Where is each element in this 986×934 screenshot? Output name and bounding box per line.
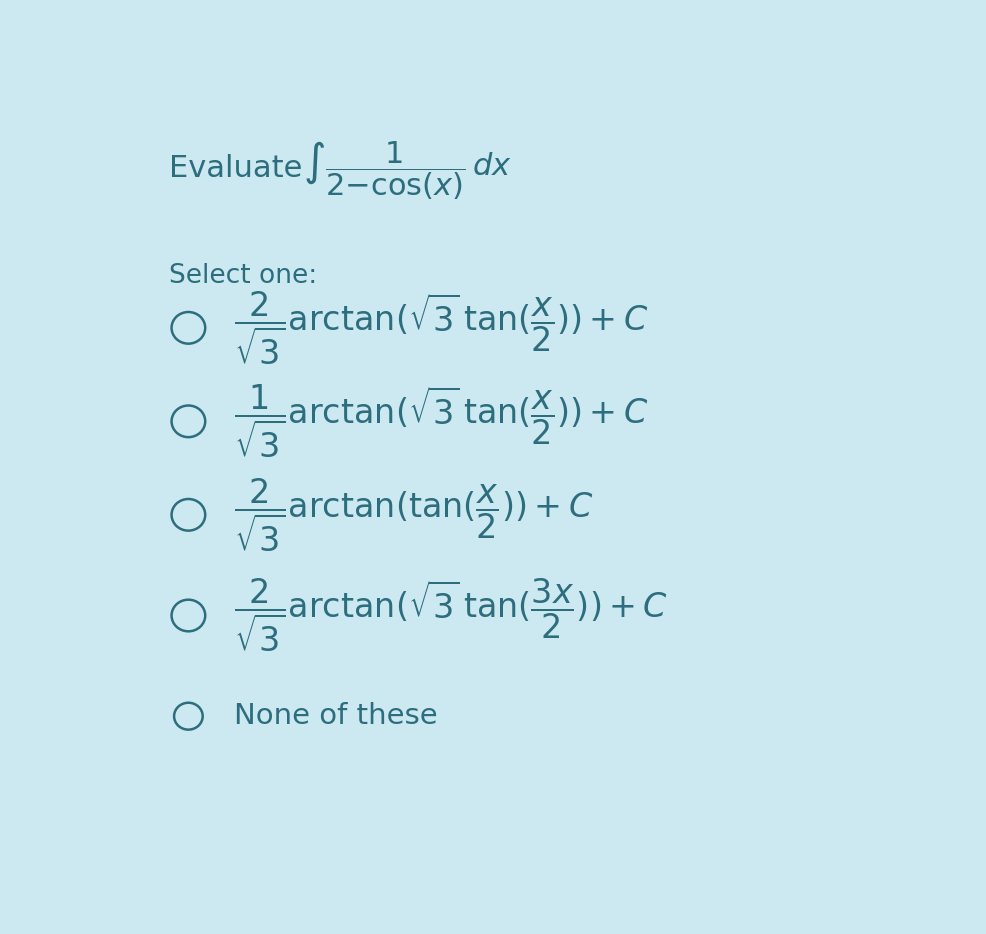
Text: $\dfrac{2}{\sqrt{3}}\mathrm{arctan}(\sqrt{3}\,\mathrm{tan}(\dfrac{3x}{2})) + C$: $\dfrac{2}{\sqrt{3}}\mathrm{arctan}(\sqr… bbox=[234, 576, 668, 655]
Text: Evaluate: Evaluate bbox=[170, 154, 313, 183]
Text: $\dfrac{2}{\sqrt{3}}\mathrm{arctan}(\sqrt{3}\,\mathrm{tan}(\dfrac{x}{2})) + C$: $\dfrac{2}{\sqrt{3}}\mathrm{arctan}(\sqr… bbox=[234, 289, 648, 367]
Text: $\int \dfrac{1}{2{-}\cos(x)}\,dx$: $\int \dfrac{1}{2{-}\cos(x)}\,dx$ bbox=[303, 140, 512, 203]
Text: $\dfrac{1}{\sqrt{3}}\mathrm{arctan}(\sqrt{3}\,\mathrm{tan}(\dfrac{x}{2})) + C$: $\dfrac{1}{\sqrt{3}}\mathrm{arctan}(\sqr… bbox=[234, 383, 648, 460]
Text: None of these: None of these bbox=[234, 702, 438, 730]
Text: Select one:: Select one: bbox=[170, 263, 317, 290]
Text: $\dfrac{2}{\sqrt{3}}\mathrm{arctan}(\mathrm{tan}(\dfrac{x}{2})) + C$: $\dfrac{2}{\sqrt{3}}\mathrm{arctan}(\mat… bbox=[234, 476, 593, 554]
